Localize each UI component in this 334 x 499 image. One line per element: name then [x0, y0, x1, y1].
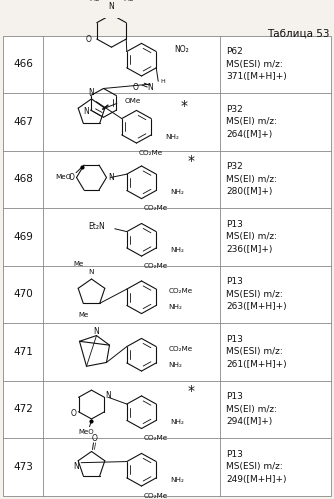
Text: CO₂Me: CO₂Me	[144, 262, 168, 268]
Text: 469: 469	[13, 232, 33, 242]
Text: CO₂Me: CO₂Me	[144, 493, 168, 499]
Text: P13
MS(ESI) m/z:
249([M+H]+): P13 MS(ESI) m/z: 249([M+H]+)	[226, 450, 287, 484]
Text: MeO: MeO	[79, 430, 94, 436]
Text: NH₂: NH₂	[165, 134, 179, 140]
Text: O: O	[70, 409, 76, 418]
Text: O: O	[132, 82, 138, 91]
Text: P32
MS(EI) m/z:
264([M]+): P32 MS(EI) m/z: 264([M]+)	[226, 105, 277, 139]
Text: NH₂: NH₂	[168, 304, 182, 310]
Text: *: *	[181, 99, 188, 113]
Text: NH₂: NH₂	[170, 247, 184, 253]
Text: N: N	[73, 462, 79, 471]
Text: Таблица 53: Таблица 53	[268, 28, 330, 38]
Text: N: N	[106, 391, 111, 400]
Text: O: O	[68, 173, 74, 182]
Text: P13
MS(ESI) m/z:
261([M+H]+): P13 MS(ESI) m/z: 261([M+H]+)	[226, 335, 287, 369]
Text: NH₂: NH₂	[170, 190, 184, 196]
Text: Et₂N: Et₂N	[88, 223, 105, 232]
Text: 472: 472	[13, 404, 33, 414]
Text: 473: 473	[13, 462, 33, 472]
Text: O: O	[86, 34, 92, 43]
Text: CO₂Me: CO₂Me	[168, 345, 192, 351]
Text: O: O	[92, 434, 98, 443]
Text: P13
MS(EI) m/z:
294([M]+): P13 MS(EI) m/z: 294([M]+)	[226, 392, 277, 426]
Text: P62
MS(ESI) m/z:
371([M+H]+): P62 MS(ESI) m/z: 371([M+H]+)	[226, 47, 287, 81]
Text: CO₂Me: CO₂Me	[144, 435, 168, 441]
Text: *: *	[188, 384, 195, 398]
Text: NO₂: NO₂	[174, 45, 189, 54]
Text: 471: 471	[13, 347, 33, 357]
Text: Me: Me	[89, 0, 100, 2]
Text: Me: Me	[78, 312, 89, 318]
Text: MeO: MeO	[56, 174, 72, 180]
Text: N: N	[84, 107, 90, 116]
Text: P13
MS(ESI) m/z:
263([M+H]+): P13 MS(ESI) m/z: 263([M+H]+)	[226, 277, 287, 311]
Text: N: N	[89, 269, 94, 275]
Text: NH₂: NH₂	[168, 362, 182, 368]
Text: NH₂: NH₂	[170, 419, 184, 425]
Text: CO₂Me: CO₂Me	[139, 150, 163, 156]
Text: N: N	[94, 327, 100, 336]
Text: P13
MS(EI) m/z:
236([M]+): P13 MS(EI) m/z: 236([M]+)	[226, 220, 277, 254]
Text: N: N	[109, 2, 114, 11]
Text: OMe: OMe	[125, 97, 141, 103]
Text: CO₂Me: CO₂Me	[144, 205, 168, 211]
Text: P32
MS(EI) m/z:
280([M]+): P32 MS(EI) m/z: 280([M]+)	[226, 163, 277, 197]
Text: NH₂: NH₂	[170, 477, 184, 483]
Text: Me: Me	[73, 260, 84, 266]
Text: *: *	[188, 154, 195, 168]
Text: 468: 468	[13, 175, 33, 185]
Text: 466: 466	[13, 59, 33, 69]
Text: N: N	[109, 173, 114, 182]
Text: CO₂Me: CO₂Me	[168, 288, 192, 294]
Text: Me: Me	[124, 0, 134, 2]
Text: 470: 470	[13, 289, 33, 299]
Text: N: N	[147, 82, 153, 91]
Text: N: N	[89, 88, 95, 97]
Text: 467: 467	[13, 117, 33, 127]
Text: H: H	[161, 79, 166, 84]
